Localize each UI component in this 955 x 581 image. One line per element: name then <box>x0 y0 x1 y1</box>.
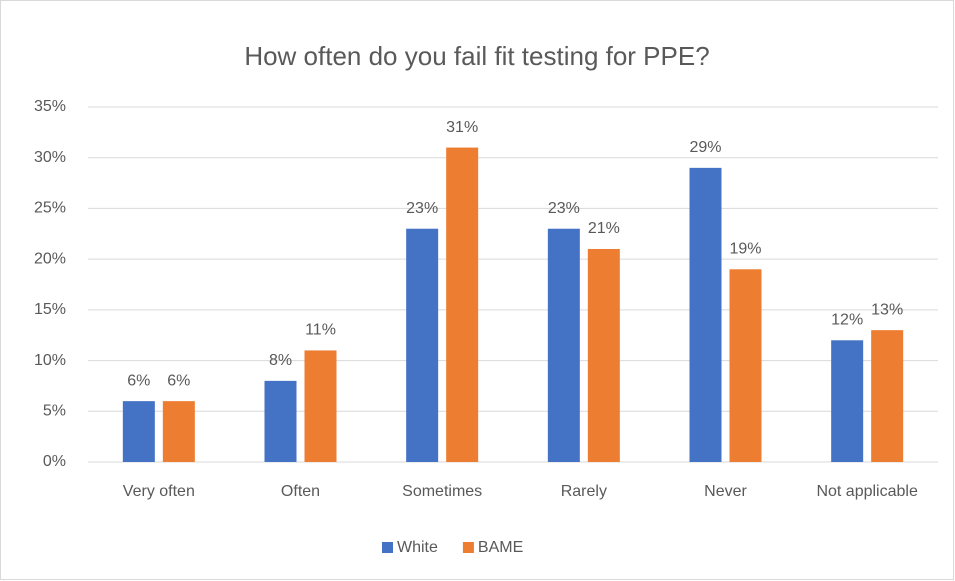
value-label: 6% <box>127 372 150 389</box>
y-tick-label: 10% <box>34 352 66 369</box>
bar <box>406 228 439 462</box>
value-label: 12% <box>831 312 863 329</box>
bar <box>122 401 155 462</box>
x-tick-label: Rarely <box>561 483 607 500</box>
x-tick-label: Often <box>281 483 320 500</box>
bar <box>831 340 864 462</box>
x-tick-label: Not applicable <box>816 483 918 500</box>
bar <box>264 380 297 462</box>
value-label: 31% <box>446 119 478 136</box>
value-label: 11% <box>305 322 336 339</box>
y-tick-label: 0% <box>43 453 66 470</box>
value-label: 13% <box>871 301 903 318</box>
bar <box>587 249 620 462</box>
bar <box>729 269 762 462</box>
value-label: 6% <box>167 372 190 389</box>
x-tick-label: Never <box>704 483 747 500</box>
legend-swatch <box>462 542 474 553</box>
value-label: 21% <box>588 220 620 237</box>
value-label: 29% <box>689 139 721 156</box>
bar <box>689 167 722 462</box>
chart-title: How often do you fail fit testing for PP… <box>244 41 709 71</box>
bar <box>547 228 580 462</box>
legend-swatch <box>382 542 393 553</box>
y-tick-label: 20% <box>34 250 66 267</box>
value-label: 19% <box>729 241 761 258</box>
y-tick-label: 5% <box>43 403 66 420</box>
y-tick-label: 35% <box>34 98 66 115</box>
x-tick-label: Sometimes <box>402 483 482 500</box>
legend-label: BAME <box>478 539 523 556</box>
bar <box>304 350 337 462</box>
bar <box>871 330 904 462</box>
y-tick-label: 30% <box>34 149 66 166</box>
y-tick-label: 15% <box>34 301 66 318</box>
y-tick-label: 25% <box>34 200 66 217</box>
value-label: 23% <box>548 200 580 217</box>
bar <box>446 147 479 463</box>
legend-label: White <box>397 539 438 556</box>
value-label: 8% <box>269 352 292 369</box>
value-label: 23% <box>406 200 438 217</box>
bar <box>162 401 195 462</box>
x-tick-label: Very often <box>123 483 195 500</box>
